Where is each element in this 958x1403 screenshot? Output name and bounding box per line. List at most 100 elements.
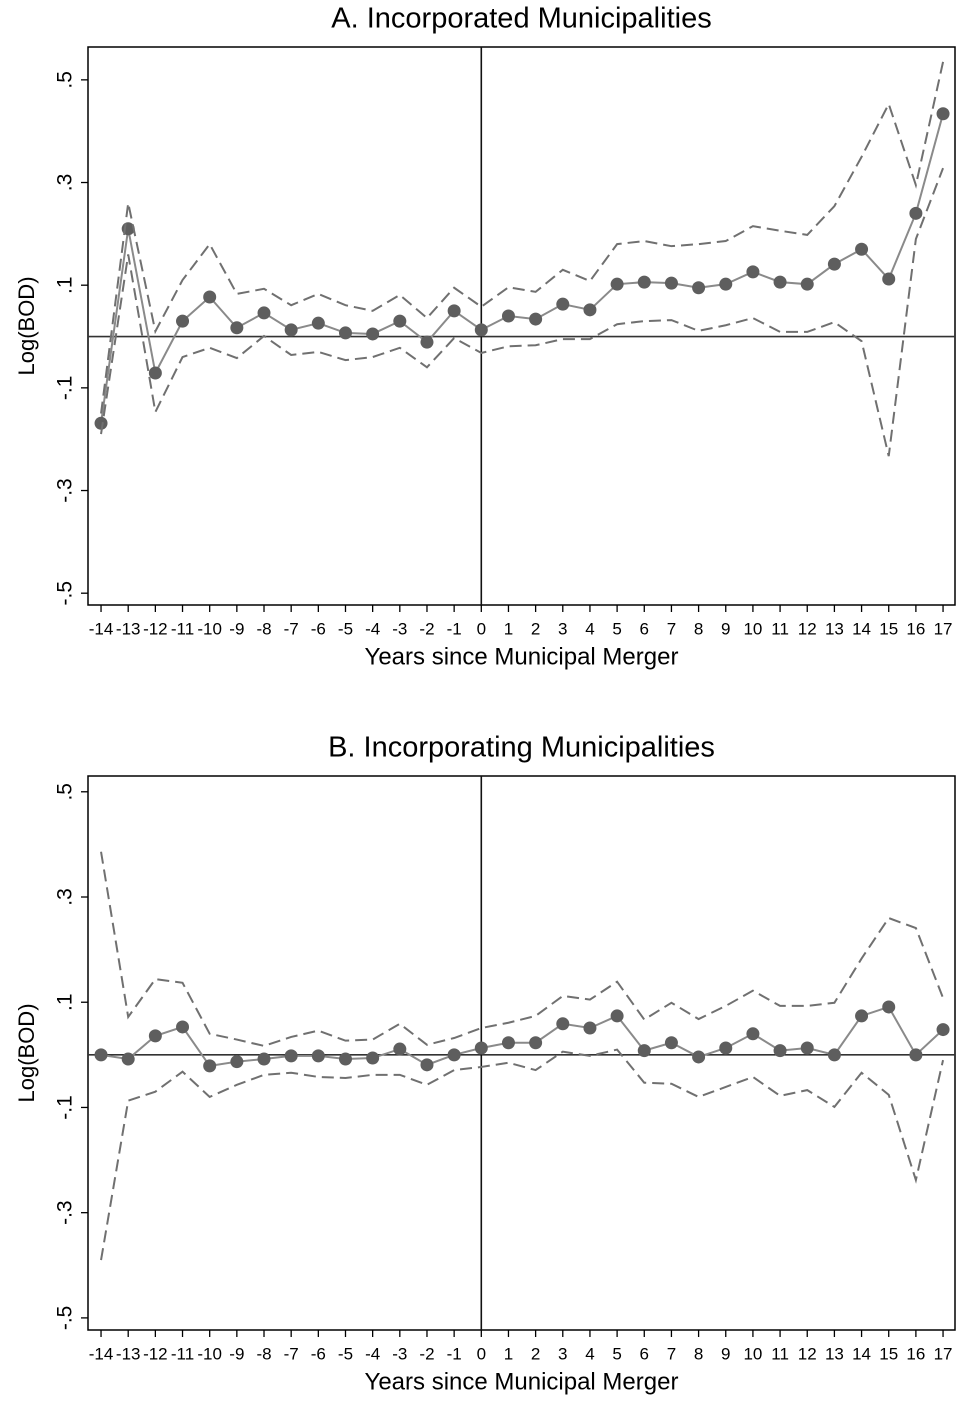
point xyxy=(936,1023,950,1037)
point xyxy=(338,326,352,340)
x-tick-label: -12 xyxy=(143,1344,168,1363)
x-tick-label: -14 xyxy=(89,1344,114,1363)
point xyxy=(94,416,108,430)
x-tick-label: -13 xyxy=(116,619,141,638)
point xyxy=(94,1048,108,1062)
x-tick-label: 9 xyxy=(721,1344,730,1363)
point xyxy=(637,1044,651,1058)
point xyxy=(420,335,434,349)
point xyxy=(284,323,298,337)
y-axis-label: Log(BOD) xyxy=(14,1003,39,1102)
point xyxy=(203,290,217,304)
x-tick-label: 14 xyxy=(852,1344,871,1363)
point xyxy=(311,316,325,330)
point xyxy=(800,1041,814,1055)
x-tick-label: 3 xyxy=(558,619,567,638)
point xyxy=(529,1036,543,1050)
x-tick-label: 7 xyxy=(667,619,676,638)
point xyxy=(230,321,244,335)
chart-title: B. Incorporating Municipalities xyxy=(328,732,715,764)
point xyxy=(148,366,162,380)
x-tick-label: -6 xyxy=(311,1344,326,1363)
plot-frame xyxy=(87,46,956,606)
point xyxy=(176,314,190,328)
x-tick-label: -5 xyxy=(338,1344,353,1363)
point xyxy=(719,1041,733,1055)
y-tick-label: .5 xyxy=(54,71,77,89)
x-tick-label: -5 xyxy=(338,619,353,638)
point xyxy=(366,327,380,341)
point xyxy=(311,1049,325,1063)
point xyxy=(773,275,787,289)
y-tick-label: -.5 xyxy=(54,581,77,606)
point xyxy=(338,1052,352,1066)
x-tick-label: -2 xyxy=(419,1344,434,1363)
x-tick-label: 1 xyxy=(504,619,513,638)
x-tick-label: 0 xyxy=(477,619,486,638)
x-tick-label: -1 xyxy=(447,619,462,638)
point xyxy=(800,277,814,291)
x-tick-label: 14 xyxy=(852,619,871,638)
x-tick-label: 11 xyxy=(771,1344,789,1363)
point xyxy=(610,1009,624,1023)
x-tick-label: -1 xyxy=(447,1344,462,1363)
x-tick-label: -11 xyxy=(171,1344,194,1363)
x-tick-label: 2 xyxy=(531,1344,540,1363)
x-tick-label: -3 xyxy=(392,1344,407,1363)
x-tick-label: -12 xyxy=(143,619,168,638)
x-tick-label: -3 xyxy=(392,619,407,638)
x-tick-label: -14 xyxy=(89,619,114,638)
x-tick-label: 9 xyxy=(721,619,730,638)
point xyxy=(176,1020,190,1034)
x-tick-label: 5 xyxy=(612,619,621,638)
x-tick-label: -7 xyxy=(284,1344,299,1363)
x-tick-label: 12 xyxy=(798,1344,817,1363)
x-tick-label: 13 xyxy=(825,1344,844,1363)
y-tick-label: .5 xyxy=(54,783,77,801)
panel: B. Incorporating Municipalities -.5 -.3 -.1… xyxy=(14,732,956,1395)
point xyxy=(855,242,869,256)
point xyxy=(882,1000,896,1014)
x-tick-label: 15 xyxy=(879,1344,898,1363)
point xyxy=(501,309,515,323)
point xyxy=(148,1029,162,1043)
point xyxy=(203,1059,217,1073)
estimate-line xyxy=(100,113,945,424)
point xyxy=(746,265,760,279)
y-tick-label: .1 xyxy=(54,276,77,294)
point xyxy=(583,1021,597,1035)
ci-line xyxy=(100,61,945,414)
point xyxy=(746,1027,760,1041)
point xyxy=(474,323,488,337)
estimate-line xyxy=(100,1005,944,1067)
x-tick-label: 8 xyxy=(694,619,703,638)
point xyxy=(583,303,597,317)
x-tick-label: -4 xyxy=(365,1344,380,1363)
x-tick-label: 5 xyxy=(612,1344,621,1363)
x-tick-label: 4 xyxy=(585,619,594,638)
point xyxy=(366,1051,380,1065)
point xyxy=(529,312,543,326)
point xyxy=(827,1048,841,1062)
x-tick-label: 8 xyxy=(694,1344,703,1363)
x-tick-label: 10 xyxy=(743,619,762,638)
chart-title: A. Incorporated Municipalities xyxy=(331,3,711,35)
x-tick-label: 6 xyxy=(640,1344,649,1363)
point xyxy=(855,1009,869,1023)
panel: A. Incorporated Municipalities -.5 -.3 -.1.… xyxy=(14,3,956,670)
y-axis-label: Log(BOD) xyxy=(14,276,39,375)
y-tick-label: .3 xyxy=(54,174,77,192)
point xyxy=(827,257,841,271)
y-tick-label: -.1 xyxy=(54,1095,77,1120)
point xyxy=(257,306,271,320)
x-tick-label: -4 xyxy=(365,619,380,638)
y-tick-label: -.3 xyxy=(54,1200,77,1225)
x-tick-label: 16 xyxy=(906,619,925,638)
point xyxy=(121,1052,135,1066)
x-tick-label: 6 xyxy=(640,619,649,638)
x-tick-label: 17 xyxy=(934,1344,953,1363)
x-tick-label: 3 xyxy=(558,1344,567,1363)
ci-line xyxy=(100,167,944,457)
x-tick-label: 13 xyxy=(825,619,844,638)
